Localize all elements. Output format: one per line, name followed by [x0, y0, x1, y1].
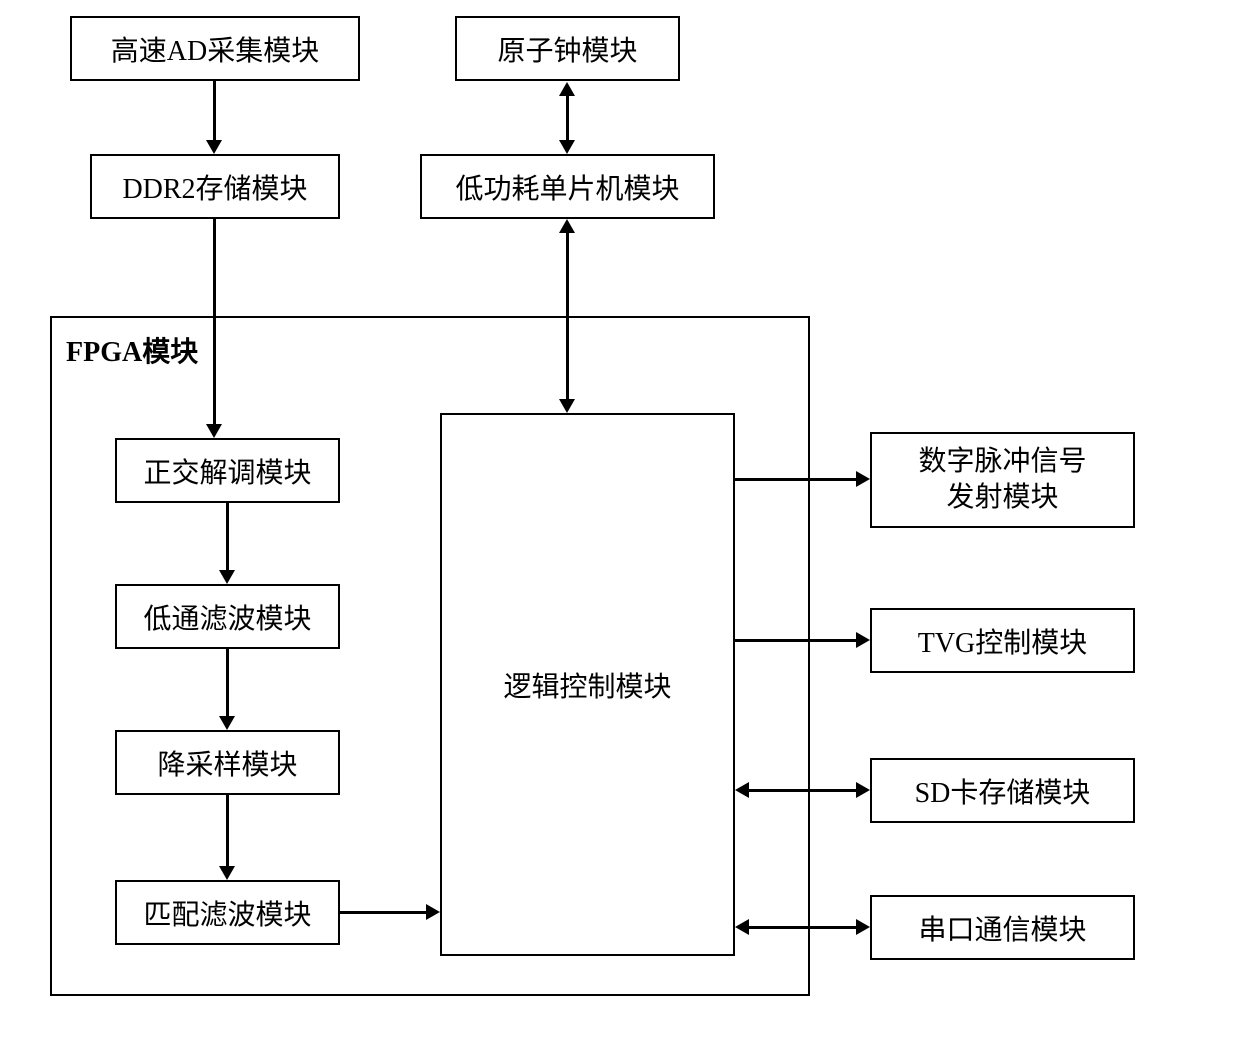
arrowhead-clock-mcu-up: [559, 82, 575, 96]
arrowhead-logic-sd-left: [735, 782, 749, 798]
tvg-control-label: TVG控制模块: [918, 621, 1088, 661]
arrow-demod-lowpass: [226, 503, 229, 572]
ddr2-module-label: DDR2存储模块: [122, 167, 307, 207]
lowpass-label: 低通滤波模块: [143, 597, 311, 637]
matched-filter-label: 匹配滤波模块: [143, 893, 311, 933]
arrowhead-logic-tvg: [856, 632, 870, 648]
digital-pulse-label: 数字脉冲信号发射模块: [918, 444, 1086, 517]
quad-demod-label: 正交解调模块: [143, 451, 311, 491]
arrowhead-demod-lowpass: [219, 570, 235, 584]
mcu-module-label: 低功耗单片机模块: [455, 167, 679, 207]
arrowhead-ad-ddr2: [206, 140, 222, 154]
lowpass-module: 低通滤波模块: [115, 584, 340, 649]
arrowhead-down-match: [219, 866, 235, 880]
arrow-logic-pulse: [735, 478, 858, 481]
arrow-ad-ddr2: [213, 81, 216, 142]
arrowhead-ddr2-demod: [206, 424, 222, 438]
downsample-label: 降采样模块: [157, 743, 297, 783]
fpga-label: FPGA模块: [66, 330, 198, 370]
arrowhead-logic-sd-right: [856, 782, 870, 798]
sd-storage-module: SD卡存储模块: [870, 758, 1135, 823]
downsample-module: 降采样模块: [115, 730, 340, 795]
arrow-lowpass-down: [226, 649, 229, 718]
serial-comm-module: 串口通信模块: [870, 895, 1135, 960]
arrow-logic-sd: [748, 789, 858, 792]
serial-comm-label: 串口通信模块: [918, 908, 1086, 948]
arrow-ddr2-demod: [213, 219, 216, 426]
arrowhead-logic-serial-left: [735, 919, 749, 935]
atomic-clock-label: 原子钟模块: [497, 29, 637, 69]
arrowhead-logic-pulse: [856, 471, 870, 487]
ad-module: 高速AD采集模块: [70, 16, 360, 81]
arrowhead-match-logic: [426, 904, 440, 920]
atomic-clock-module: 原子钟模块: [455, 16, 680, 81]
logic-control-module: 逻辑控制模块: [440, 413, 735, 956]
matched-filter-module: 匹配滤波模块: [115, 880, 340, 945]
ddr2-module: DDR2存储模块: [90, 154, 340, 219]
digital-pulse-module: 数字脉冲信号发射模块: [870, 432, 1135, 528]
arrow-down-match: [226, 795, 229, 868]
arrow-logic-serial: [748, 926, 858, 929]
arrow-clock-mcu: [566, 95, 569, 142]
arrowhead-logic-serial-right: [856, 919, 870, 935]
sd-storage-label: SD卡存储模块: [915, 771, 1091, 811]
arrowhead-mcu-logic-down: [559, 399, 575, 413]
arrowhead-clock-mcu-down: [559, 140, 575, 154]
quad-demod-module: 正交解调模块: [115, 438, 340, 503]
ad-module-label: 高速AD采集模块: [111, 29, 319, 69]
logic-control-label: 逻辑控制模块: [503, 665, 671, 705]
mcu-module: 低功耗单片机模块: [420, 154, 715, 219]
arrowhead-lowpass-down: [219, 716, 235, 730]
arrow-mcu-logic: [566, 232, 569, 401]
tvg-control-module: TVG控制模块: [870, 608, 1135, 673]
arrow-match-logic: [340, 911, 428, 914]
arrowhead-mcu-logic-up: [559, 219, 575, 233]
arrow-logic-tvg: [735, 639, 858, 642]
